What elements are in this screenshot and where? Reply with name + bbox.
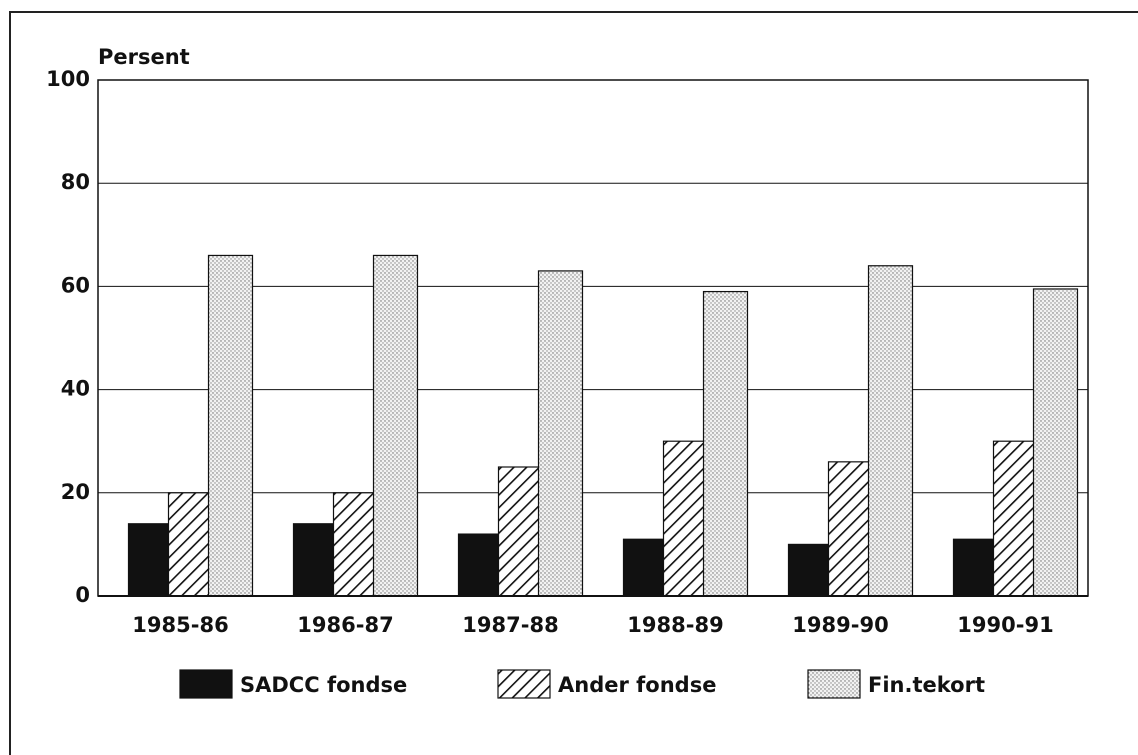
plot-area — [97, 79, 1089, 597]
bar — [827, 461, 874, 597]
bar — [952, 538, 999, 597]
bar — [457, 533, 504, 597]
frame — [9, 11, 1138, 755]
y-tick-label: 80 — [61, 170, 90, 194]
bar — [867, 265, 914, 597]
legend-swatch — [497, 669, 551, 699]
bar — [127, 523, 174, 597]
x-tick-label: 1985-86 — [132, 613, 228, 637]
x-tick-label: 1988-89 — [627, 613, 723, 637]
bar — [702, 290, 749, 597]
bar — [662, 440, 709, 597]
y-tick-label: 20 — [61, 480, 90, 504]
x-tick-label: 1990-91 — [957, 613, 1053, 637]
x-tick-label: 1989-90 — [792, 613, 888, 637]
y-tick-label: 60 — [61, 273, 90, 297]
bar — [292, 523, 339, 597]
y-tick-label: 40 — [61, 377, 90, 401]
bar — [332, 492, 379, 597]
y-tick-label: 100 — [46, 67, 90, 91]
bar — [207, 254, 254, 597]
bar — [372, 254, 419, 597]
bar — [1032, 288, 1079, 597]
y-tick-label: 0 — [75, 583, 90, 607]
bar — [787, 543, 834, 597]
y-axis-label: Persent — [98, 45, 190, 69]
legend-swatch — [807, 669, 861, 699]
bar — [537, 270, 584, 597]
x-tick-label: 1987-88 — [462, 613, 558, 637]
x-tick-label: 1986-87 — [297, 613, 393, 637]
bar — [992, 440, 1039, 597]
legend-label: Fin.tekort — [868, 673, 985, 697]
bar — [497, 466, 544, 597]
bar — [622, 538, 669, 597]
legend-label: Ander fondse — [558, 673, 716, 697]
legend-swatch — [179, 669, 233, 699]
legend-label: SADCC fondse — [240, 673, 407, 697]
bar — [167, 492, 214, 597]
